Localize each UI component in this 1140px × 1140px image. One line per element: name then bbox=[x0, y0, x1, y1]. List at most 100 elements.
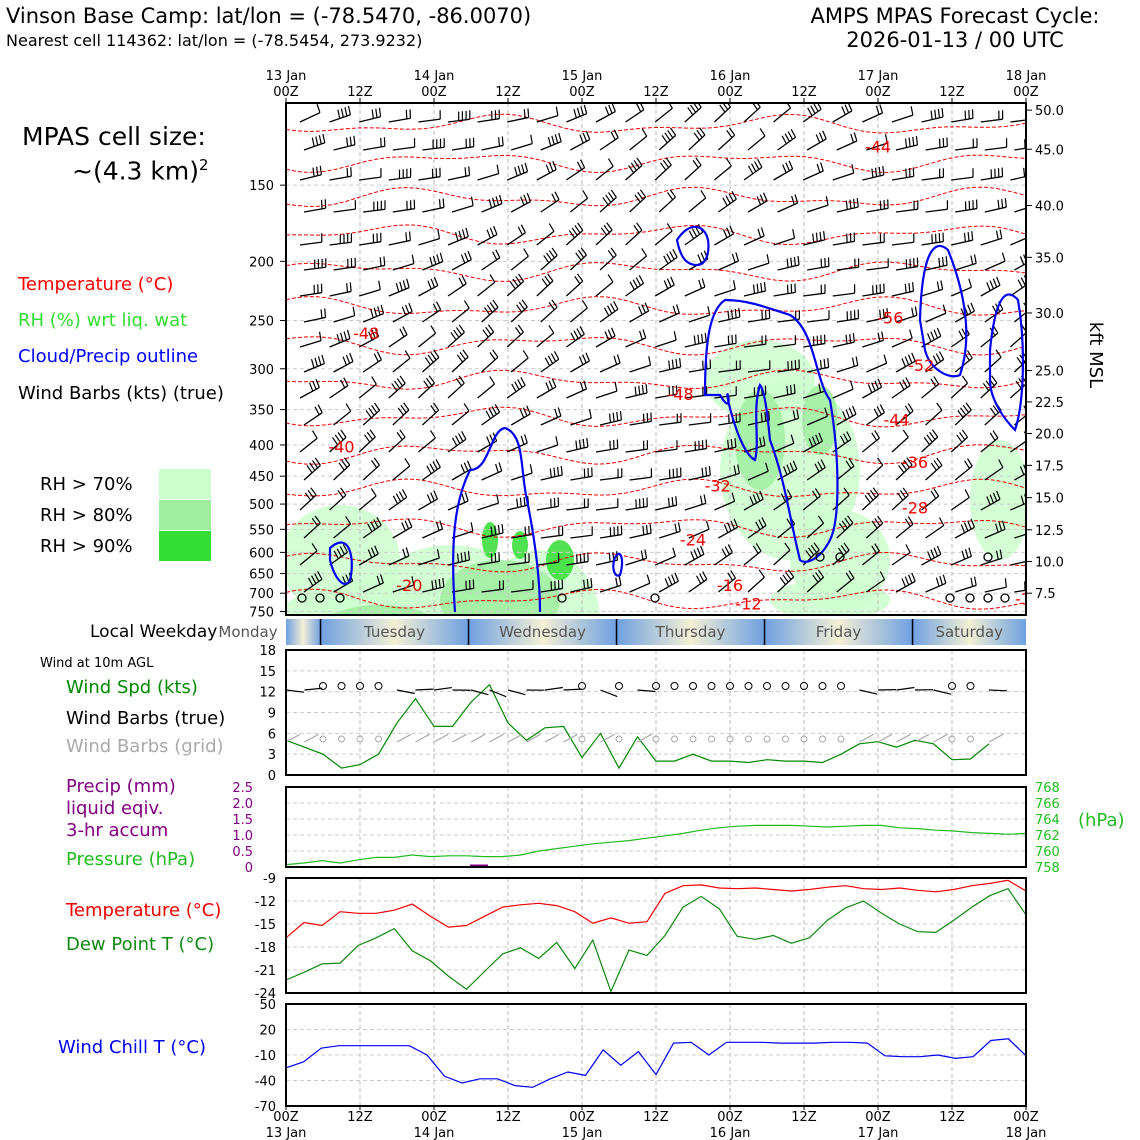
wind-barb-feather bbox=[932, 355, 939, 364]
wind-barb-feather bbox=[900, 462, 908, 471]
wind-barb-feather bbox=[995, 523, 999, 533]
wind-barb-feather bbox=[698, 279, 703, 289]
chill-label: Wind Chill T (°C) bbox=[58, 1037, 206, 1058]
wind-barb-feather bbox=[759, 490, 764, 500]
wind-barb-feather bbox=[1015, 380, 1022, 389]
wind-barb bbox=[1014, 254, 1026, 271]
wind-barb bbox=[1010, 237, 1026, 246]
wind-barb-feather bbox=[460, 552, 463, 562]
wind-barb-feather bbox=[636, 103, 642, 113]
wind-barb-feather bbox=[674, 572, 679, 582]
wind-barb bbox=[540, 247, 558, 271]
wind-barb-feather bbox=[408, 231, 411, 241]
wind-barb-staff bbox=[747, 470, 769, 481]
wind-barb-feather bbox=[395, 283, 400, 293]
wind-barb-feather bbox=[966, 458, 973, 467]
wind-barb-feather bbox=[459, 351, 466, 360]
wind-barb bbox=[718, 360, 741, 373]
cell-size-label: MPAS cell size: bbox=[22, 122, 206, 151]
wind-barb-feather bbox=[555, 106, 559, 116]
wind-barb-feather bbox=[512, 278, 519, 287]
bottom-hour-label: 12Z bbox=[347, 1110, 373, 1125]
wind-barb bbox=[714, 225, 734, 246]
wind-barb-feather bbox=[992, 278, 998, 288]
wind-barb-feather bbox=[760, 227, 765, 237]
wind-barb-feather bbox=[346, 329, 351, 339]
wind-barb bbox=[507, 553, 530, 566]
wind-barb-feather bbox=[468, 166, 471, 176]
wind-barb bbox=[1010, 119, 1026, 123]
wind-barb-feather bbox=[485, 410, 491, 420]
wind-barb-staff bbox=[1010, 560, 1026, 566]
wind-barb-feather bbox=[874, 543, 880, 552]
wind-barb-feather bbox=[644, 549, 648, 559]
wind-barb bbox=[655, 385, 678, 399]
pressure-tick-label: 600 bbox=[249, 546, 274, 561]
wind-barb bbox=[540, 132, 562, 151]
wind-barb-feather bbox=[961, 429, 969, 438]
wind-barb-feather bbox=[793, 384, 796, 394]
wind-barb-feather bbox=[1027, 167, 1028, 176]
wind-barb-feather bbox=[850, 133, 855, 143]
wind-barb bbox=[303, 515, 321, 539]
wind-barb-feather bbox=[383, 256, 386, 266]
wind-barb-staff bbox=[392, 263, 415, 271]
wind-barb-feather bbox=[966, 350, 973, 359]
wind-barb-feather bbox=[817, 461, 823, 470]
wind-barb bbox=[333, 352, 354, 373]
wind-barb-feather bbox=[424, 357, 431, 366]
wind-barb bbox=[481, 349, 499, 373]
wind-barb-feather bbox=[432, 402, 440, 411]
wind-barb bbox=[388, 109, 412, 123]
wind-barb-feather bbox=[607, 274, 614, 283]
wind-barb-staff bbox=[1010, 119, 1026, 123]
wind-barb-feather bbox=[989, 494, 995, 504]
wind-barb-feather bbox=[607, 329, 613, 339]
wind-barb bbox=[955, 576, 977, 593]
wind-barb bbox=[866, 308, 889, 323]
wind-barb bbox=[362, 402, 381, 426]
wind-barb bbox=[599, 525, 623, 539]
wind-barb-feather bbox=[879, 309, 882, 319]
wind-barb-feather bbox=[490, 526, 493, 536]
wind-barb-feather bbox=[938, 257, 941, 267]
wind-barb bbox=[566, 380, 588, 399]
wind-barb bbox=[303, 308, 327, 323]
wind-barb bbox=[862, 165, 885, 181]
wind-barb-feather bbox=[871, 168, 874, 178]
wind-barb-staff bbox=[925, 524, 945, 539]
weekday-band bbox=[616, 619, 765, 645]
temp-contour-label: -20 bbox=[396, 576, 422, 595]
wind-barb-feather bbox=[845, 409, 851, 419]
wind-barb-feather bbox=[554, 134, 559, 144]
wind-barb-true bbox=[896, 686, 915, 691]
wind-barb bbox=[803, 284, 826, 297]
wind-barb-feather bbox=[819, 359, 822, 369]
wind-barb-feather bbox=[942, 304, 947, 314]
wind-barb-feather bbox=[787, 131, 794, 140]
wind-barb-feather bbox=[523, 496, 526, 506]
wind-barb-staff bbox=[984, 586, 1007, 593]
wind-barb bbox=[743, 335, 767, 348]
wind-barb bbox=[1009, 324, 1026, 348]
wind-barb-feather bbox=[904, 405, 911, 414]
wind-barb bbox=[836, 309, 860, 323]
wind-barb-staff bbox=[477, 383, 495, 399]
wind-barb-feather bbox=[986, 282, 991, 291]
wind-barb-feather bbox=[692, 160, 699, 169]
wind-barb bbox=[447, 550, 471, 566]
wind-barb-feather bbox=[370, 488, 377, 497]
kft-axis-label: kft MSL bbox=[1085, 322, 1106, 388]
wind-barb bbox=[418, 167, 441, 181]
wind-barb-staff bbox=[333, 410, 352, 426]
wind-barb-feather bbox=[641, 304, 646, 314]
wind-barb bbox=[299, 103, 321, 123]
wind-barb-feather bbox=[789, 384, 793, 395]
wind-barb-staff bbox=[595, 506, 618, 511]
wind-barb-feather bbox=[311, 430, 318, 439]
wind-barb-feather bbox=[368, 331, 373, 341]
wind-calm-true bbox=[818, 682, 827, 690]
wind-barb bbox=[718, 252, 740, 271]
wind-barb-feather bbox=[612, 412, 615, 422]
wind-barb-feather bbox=[430, 352, 437, 361]
